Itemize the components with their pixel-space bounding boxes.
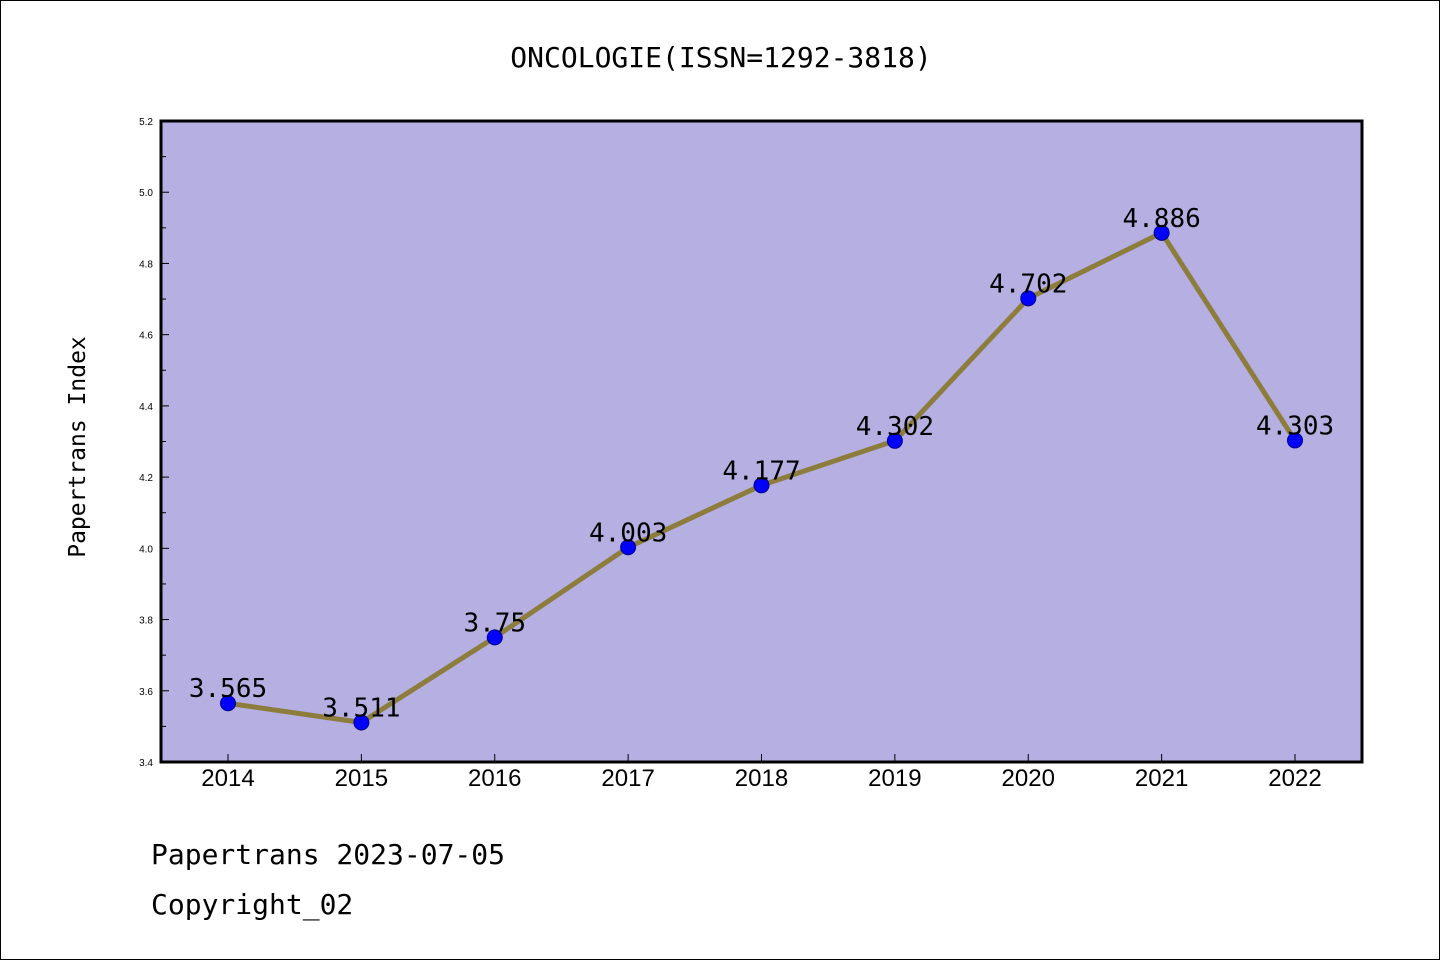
data-point [220,695,236,712]
data-markers [220,224,1303,731]
y-axis-label: Papertrans Index [65,336,91,558]
footer-copyright: Copyright_02 [151,888,353,922]
data-label: 4.302 [856,412,934,442]
data-label: 4.886 [1122,204,1200,234]
x-tick-label: 2018 [735,765,788,792]
x-tick-label: 2019 [868,765,921,792]
data-point [1153,224,1170,241]
data-label: 4.003 [589,518,667,548]
y-tick-label: 4.8 [139,259,153,270]
y-tick-label: 3.4 [139,758,153,769]
footer-date: Papertrans 2023-07-05 [151,838,505,871]
y-tick-label: 4.2 [139,473,153,484]
chart-title: ONCOLOGIE(ISSN=1292-3818) [510,41,931,74]
data-label: 3.75 [463,608,526,638]
data-point [1287,432,1303,449]
data-point [486,629,503,646]
x-axis-ticks: 2014 2015 2016 2017 2018 2019 2020 2021 2022 [201,754,1322,792]
data-label: 3.511 [322,693,400,723]
data-label: 4.303 [1256,411,1334,441]
data-point [753,477,770,494]
data-labels: 3.565 3.511 3.75 4.003 4.177 4.302 4.702 4.886 4… [189,204,1334,724]
y-tick-label: 4.0 [139,544,153,555]
x-tick-label: 2017 [601,765,654,792]
data-point [353,714,370,731]
x-tick-label: 2022 [1268,765,1321,792]
data-point [620,539,637,556]
x-tick-label: 2016 [468,765,521,792]
y-tick-label: 3.8 [139,616,153,627]
x-tick-label: 2015 [335,765,388,792]
y-tick-label: 4.6 [139,331,153,342]
y-tick-label: 3.6 [139,687,153,698]
y-tick-label: 4.4 [139,402,153,413]
y-tick-label: 5.0 [139,188,153,199]
x-tick-label: 2021 [1135,765,1188,792]
x-tick-label: 2020 [1002,765,1055,792]
data-point [1020,290,1037,307]
x-tick-label: 2014 [201,765,254,792]
data-point [886,432,903,449]
y-tick-label: 5.2 [139,117,153,128]
data-label: 3.565 [189,674,267,704]
data-label: 4.702 [989,269,1067,299]
data-label: 4.177 [722,456,800,486]
plot-frame [159,119,1364,764]
